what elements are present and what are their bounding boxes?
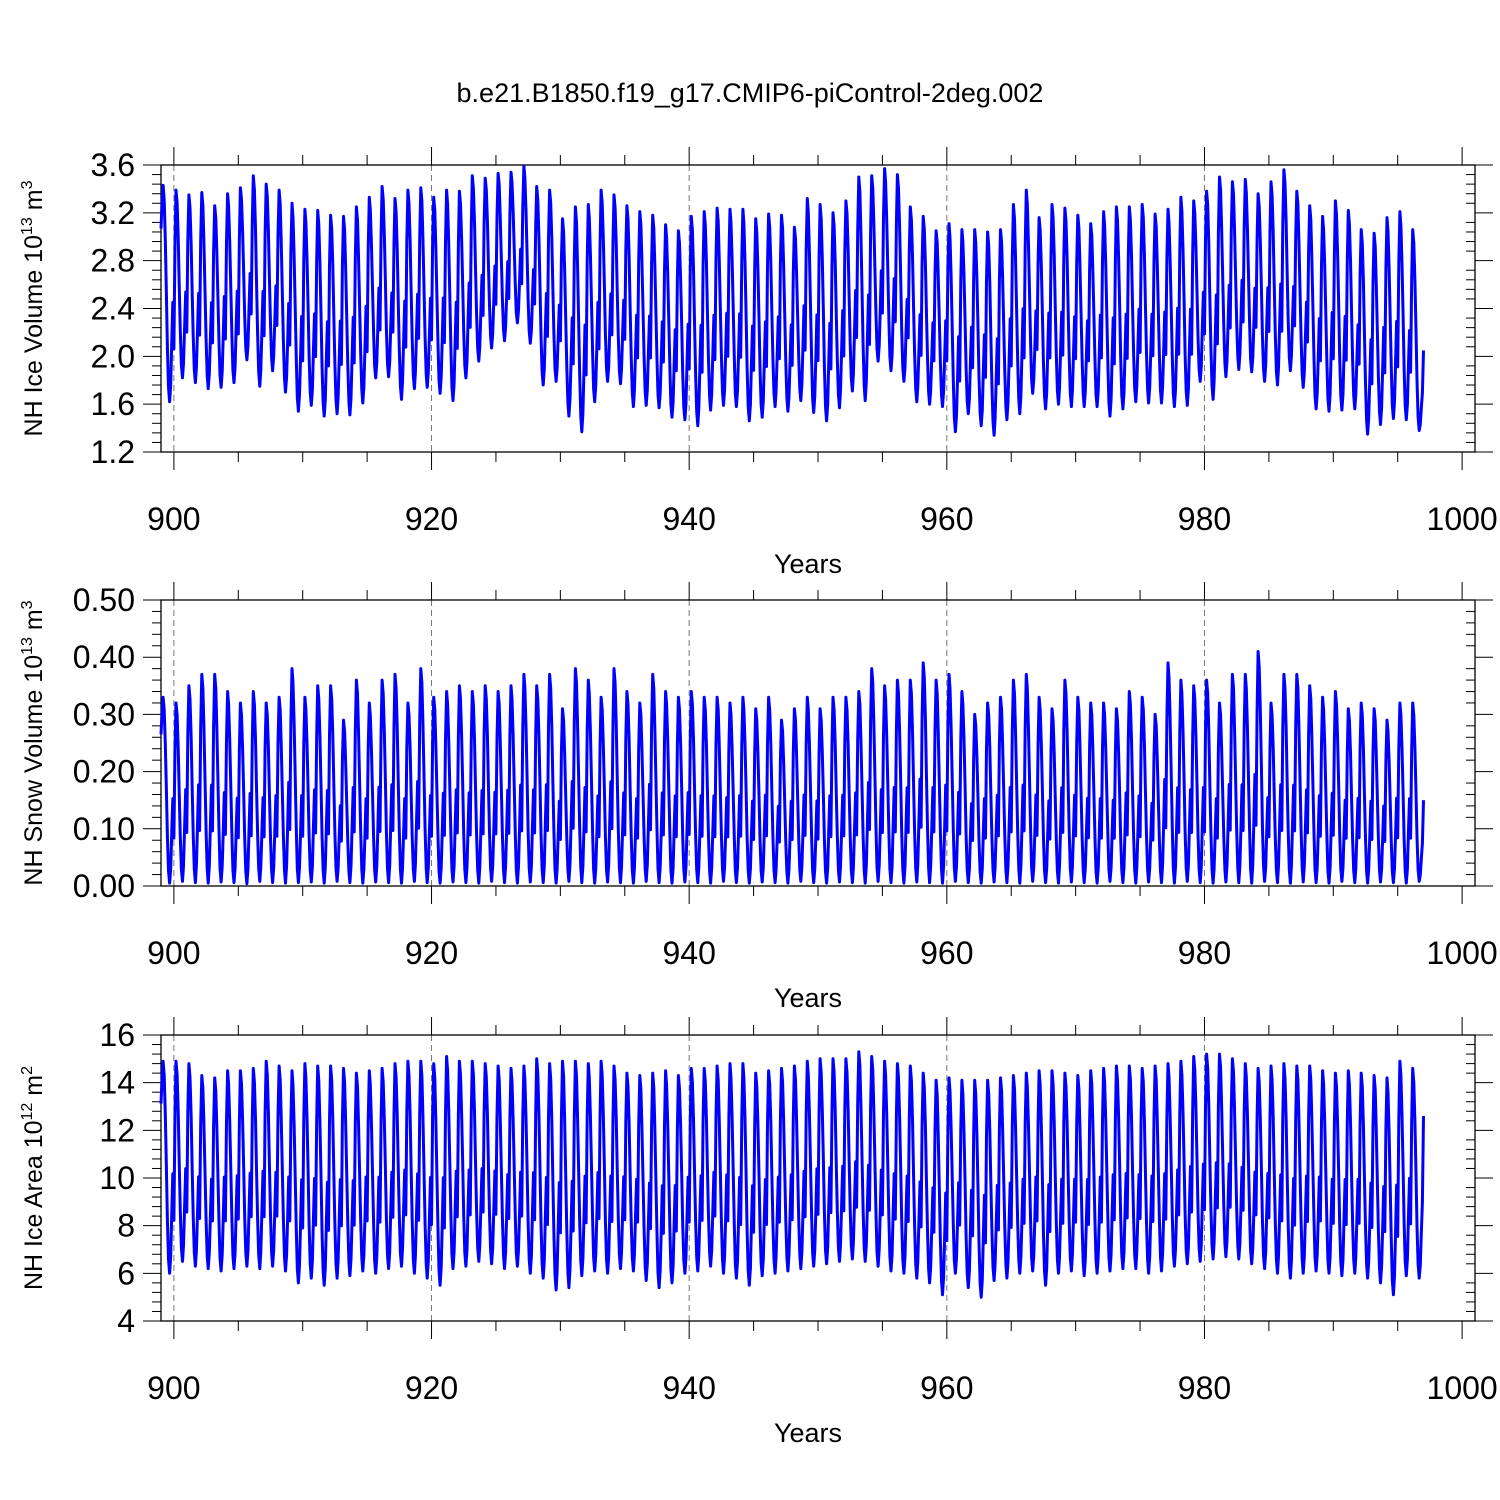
y-tick-label: 10 xyxy=(99,1160,135,1196)
y-tick-label: 2.0 xyxy=(91,338,135,374)
x-tick-label: 940 xyxy=(662,935,715,971)
x-tick-label: 920 xyxy=(405,501,458,537)
chart-panel-3: 900 920 940 960 980 1000 4 6 8 10 12 14 16 Years NH Ic… xyxy=(19,1017,1498,1448)
y-tick-label: 14 xyxy=(99,1065,135,1101)
y-tick-label: 0.50 xyxy=(73,582,135,618)
y-tick-label: 1.2 xyxy=(91,434,135,470)
x-axis-label: Years xyxy=(774,1418,842,1448)
y-tick-label: 8 xyxy=(117,1208,135,1244)
y-axis-label: NH Snow Volume 1013 m3 xyxy=(19,600,48,885)
x-axis-label: Years xyxy=(774,983,842,1013)
data-line xyxy=(159,1050,1425,1299)
y-axis-label: NH Ice Volume 1013 m3 xyxy=(19,180,48,436)
panels: 900 920 940 960 980 1000 1.2 1.6 2.0 2.4 2.8 3.2 3.6… xyxy=(19,147,1498,1448)
y-tick-label: 3.6 xyxy=(91,147,135,183)
y-tick-label: 0.30 xyxy=(73,696,135,732)
y-tick-label: 2.4 xyxy=(91,291,135,327)
x-tick-label: 940 xyxy=(662,1370,715,1406)
x-tick-label: 1000 xyxy=(1427,935,1498,971)
x-tick-label: 900 xyxy=(147,1370,200,1406)
y-tick-label: 4 xyxy=(117,1303,135,1339)
chart-panel-2: 900 920 940 960 980 1000 0.00 0.10 0.20 0.30 0.40 0… xyxy=(19,582,1498,1013)
x-tick-label: 900 xyxy=(147,935,200,971)
figure-title: b.e21.B1850.f19_g17.CMIP6-piControl-2deg… xyxy=(457,78,1044,108)
x-tick-label: 920 xyxy=(405,935,458,971)
x-tick-label: 940 xyxy=(662,501,715,537)
y-tick-label: 3.2 xyxy=(91,195,135,231)
x-tick-label: 900 xyxy=(147,501,200,537)
y-tick-label: 0.10 xyxy=(73,811,135,847)
x-tick-label: 1000 xyxy=(1427,501,1498,537)
x-tick-label: 1000 xyxy=(1427,1370,1498,1406)
y-tick-label: 6 xyxy=(117,1255,135,1291)
y-tick-label: 1.6 xyxy=(91,386,135,422)
x-tick-label: 960 xyxy=(920,1370,973,1406)
y-tick-label: 0.20 xyxy=(73,754,135,790)
y-tick-label: 2.8 xyxy=(91,243,135,279)
x-tick-label: 980 xyxy=(1178,935,1231,971)
y-tick-label: 16 xyxy=(99,1017,135,1053)
data-line xyxy=(159,164,1425,437)
y-axis-label: NH Ice Area 1012 m2 xyxy=(19,1066,48,1290)
x-tick-label: 980 xyxy=(1178,1370,1231,1406)
x-tick-label: 980 xyxy=(1178,501,1231,537)
y-tick-label: 0.00 xyxy=(73,868,135,904)
y-tick-label: 12 xyxy=(99,1112,135,1148)
y-tick-label: 0.40 xyxy=(73,639,135,675)
data-line xyxy=(159,650,1425,886)
x-axis-label: Years xyxy=(774,549,842,579)
chart-panel-1: 900 920 940 960 980 1000 1.2 1.6 2.0 2.4 2.8 3.2 3.6… xyxy=(19,147,1498,579)
x-tick-label: 960 xyxy=(920,935,973,971)
x-tick-label: 960 xyxy=(920,501,973,537)
x-tick-label: 920 xyxy=(405,1370,458,1406)
